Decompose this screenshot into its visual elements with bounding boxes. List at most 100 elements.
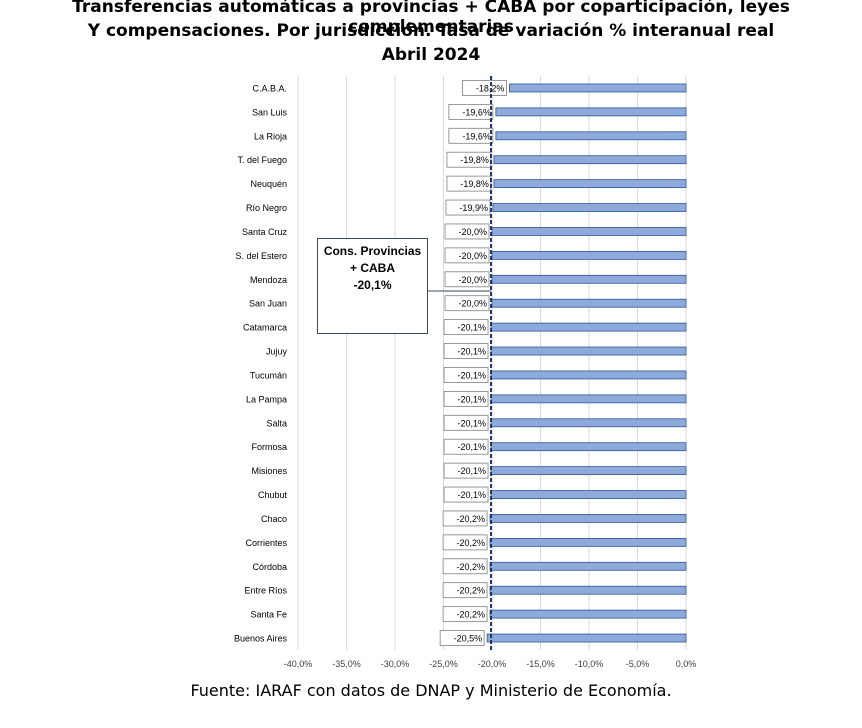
- category-label: Tucumán: [250, 370, 287, 380]
- data-label-box: [446, 151, 492, 168]
- category-label: T. del Fuego: [237, 155, 287, 165]
- data-label-box: [443, 390, 489, 407]
- data-label-box: [443, 343, 489, 359]
- category-label: Santa Cruz: [242, 227, 288, 237]
- bar: [491, 250, 687, 260]
- bar: [490, 394, 687, 404]
- data-label: -20,1%: [457, 347, 486, 357]
- data-label-box: [443, 319, 489, 336]
- data-label-box: [442, 606, 488, 623]
- data-label: -20,2%: [457, 610, 486, 620]
- data-label-box: [446, 175, 492, 192]
- data-label-box: [442, 510, 488, 527]
- data-label: -20,1%: [457, 418, 486, 428]
- x-tick-label: -20,0%: [478, 659, 507, 669]
- bar: [495, 131, 687, 141]
- category-label: Chubut: [258, 490, 288, 500]
- bar: [490, 442, 687, 452]
- x-tick-label: -15,0%: [526, 659, 555, 669]
- x-tick-label: -10,0%: [575, 659, 604, 669]
- category-label: S. del Estero: [235, 251, 287, 261]
- bar: [491, 298, 687, 308]
- x-tick-label: -35,0%: [332, 659, 361, 669]
- category-label: San Juan: [249, 299, 287, 309]
- bar: [492, 203, 687, 212]
- data-label-box: [448, 127, 494, 144]
- chart-title-line1: Transferencias automáticas a provincias …: [72, 0, 790, 37]
- category-label: Entre Ríos: [244, 586, 287, 596]
- data-label: -19,9%: [459, 203, 488, 213]
- data-label: -20,0%: [458, 299, 487, 309]
- data-label-box: [443, 462, 489, 479]
- chart-title-line3: Abril 2024: [381, 45, 481, 65]
- bar: [489, 609, 687, 619]
- chart-title-line2: Y compensaciones. Por jurisdicción. Tasa…: [87, 21, 775, 41]
- data-label: -20,5%: [454, 634, 483, 644]
- data-label: -19,6%: [462, 107, 491, 117]
- bar: [490, 346, 687, 356]
- category-label: C.A.B.A.: [252, 83, 287, 93]
- bar: [491, 274, 687, 284]
- category-label: Catamarca: [243, 323, 287, 333]
- data-label: -20,2%: [457, 586, 486, 596]
- category-label: Neuquén: [250, 179, 287, 189]
- data-label-box: [443, 367, 489, 383]
- category-label: La Rioja: [254, 131, 287, 141]
- source-note: Fuente: IARAF con datos de DNAP y Minist…: [190, 681, 672, 700]
- bar: [493, 179, 687, 189]
- x-tick-label: -25,0%: [429, 659, 458, 669]
- data-label: -20,2%: [457, 562, 486, 572]
- data-label: -20,1%: [457, 466, 486, 476]
- data-label: -19,8%: [460, 179, 489, 189]
- x-tick-label: -5,0%: [626, 659, 650, 669]
- data-label: -19,6%: [462, 131, 491, 141]
- category-label: Córdoba: [252, 562, 287, 572]
- data-label: -20,1%: [457, 442, 486, 452]
- bar: [490, 418, 687, 428]
- bar: [490, 466, 687, 476]
- x-tick-label: -30,0%: [381, 659, 410, 669]
- callout-line3: -20,1%: [353, 278, 392, 292]
- data-label-box: [444, 247, 490, 264]
- bar: [489, 561, 687, 571]
- data-label-box: [439, 630, 485, 646]
- data-label-box: [444, 271, 490, 288]
- data-label: -20,1%: [457, 323, 486, 333]
- data-label: -20,0%: [458, 275, 487, 285]
- bar: [489, 585, 687, 595]
- bar: [509, 83, 687, 93]
- category-label: Chaco: [261, 514, 287, 524]
- bar: [490, 490, 687, 499]
- data-label-box: [443, 414, 489, 431]
- bar: [489, 537, 687, 547]
- category-label: Río Negro: [246, 203, 287, 213]
- bar: [490, 322, 687, 332]
- bar: [490, 370, 687, 380]
- bar: [493, 155, 687, 165]
- x-tick-label: 0,0%: [676, 659, 697, 669]
- data-label: -20,2%: [457, 538, 486, 548]
- category-label: Corrientes: [245, 538, 287, 548]
- category-label: Misiones: [251, 466, 287, 476]
- bar: [491, 227, 687, 236]
- x-tick-label: -40,0%: [284, 659, 313, 669]
- data-label-box: [444, 223, 490, 240]
- data-label: -20,2%: [457, 514, 486, 524]
- data-label-box: [442, 534, 488, 551]
- bar: [486, 633, 687, 643]
- data-label-box: [443, 486, 489, 503]
- category-label: Formosa: [251, 442, 287, 452]
- data-label-box: [442, 558, 488, 575]
- callout-line1: Cons. Provincias: [323, 244, 422, 258]
- data-label: -20,1%: [457, 370, 486, 380]
- data-label: -19,8%: [460, 155, 489, 165]
- bar: [489, 514, 687, 523]
- data-label: -20,0%: [458, 251, 487, 261]
- data-label: -20,1%: [457, 394, 486, 404]
- category-label: La Pampa: [246, 394, 287, 404]
- callout-line2: + CABA: [349, 261, 395, 275]
- data-label-box: [445, 199, 491, 216]
- bar-chart: -40,0% -35,0% -30,0% -25,0% -20,0% -15,0% -10,…: [234, 76, 697, 669]
- data-label-box: [442, 582, 488, 599]
- consolidated-callout: Cons. Provincias + CABA -20,1%: [317, 238, 428, 334]
